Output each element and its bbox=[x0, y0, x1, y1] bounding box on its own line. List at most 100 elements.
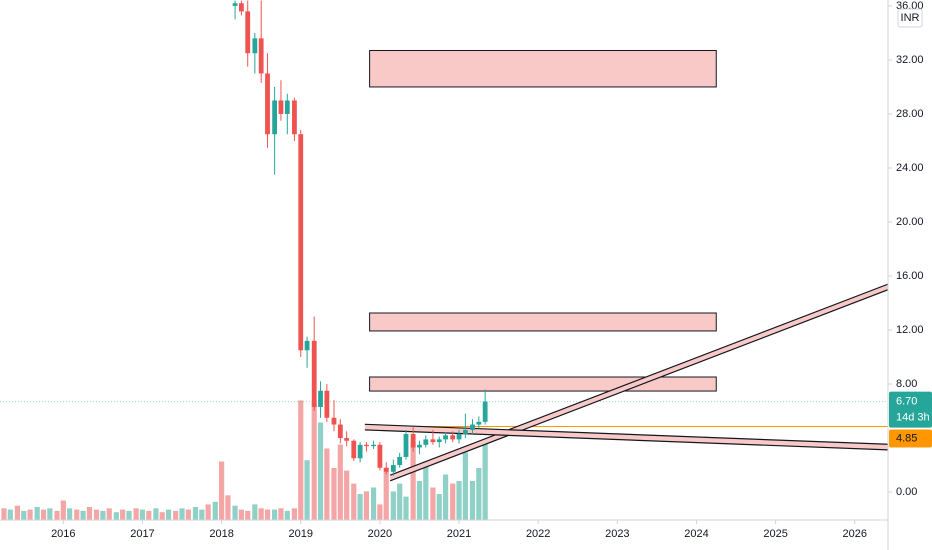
candle-body bbox=[410, 433, 416, 448]
x-tick-label: 2017 bbox=[130, 528, 154, 540]
volume-bar bbox=[291, 508, 298, 520]
candle-body bbox=[351, 440, 357, 459]
volume-bar bbox=[100, 510, 106, 520]
candle-body bbox=[417, 444, 422, 448]
level-box bbox=[889, 429, 932, 448]
volume-bar bbox=[331, 468, 337, 520]
candle-body bbox=[470, 424, 475, 430]
x-tick-label: 2020 bbox=[368, 528, 392, 540]
volume-bar bbox=[179, 508, 185, 520]
candle-body bbox=[344, 438, 350, 441]
candle-body bbox=[390, 465, 396, 472]
annotation-layer bbox=[0, 50, 888, 482]
volume-bar bbox=[410, 442, 416, 520]
candle-body bbox=[456, 433, 462, 440]
volume-layer bbox=[1, 400, 488, 520]
volume-bar bbox=[34, 507, 40, 520]
candle-body bbox=[265, 73, 270, 135]
x-tick-label: 2026 bbox=[843, 528, 867, 540]
candle-body bbox=[318, 390, 323, 407]
candle-layer bbox=[232, 0, 488, 476]
volume-bar bbox=[284, 510, 290, 520]
volume-bar bbox=[476, 468, 482, 520]
volume-bar bbox=[397, 483, 403, 520]
candle-body bbox=[423, 439, 429, 445]
x-tick-label: 2021 bbox=[447, 528, 471, 540]
volume-bar bbox=[357, 494, 363, 520]
volume-bar bbox=[344, 470, 350, 520]
volume-bar bbox=[199, 509, 205, 520]
volume-bar bbox=[272, 509, 278, 520]
volume-bar bbox=[27, 509, 33, 520]
volume-bar bbox=[363, 491, 370, 520]
candle-body bbox=[462, 429, 468, 434]
volume-bar bbox=[264, 509, 271, 520]
candle-body bbox=[397, 456, 403, 466]
volume-bar bbox=[245, 510, 251, 520]
volume-bar bbox=[304, 460, 310, 520]
volume-bar bbox=[67, 508, 73, 520]
candle-body bbox=[311, 340, 317, 407]
volume-bar bbox=[403, 496, 409, 520]
volume-bar bbox=[450, 483, 456, 520]
volume-bar bbox=[225, 495, 231, 520]
candle-body bbox=[482, 401, 488, 422]
zone bbox=[369, 50, 717, 88]
volume-bar bbox=[252, 504, 258, 520]
volume-bar bbox=[86, 507, 93, 520]
zone bbox=[369, 312, 717, 332]
candle-body bbox=[430, 439, 436, 443]
volume-bar bbox=[165, 509, 172, 520]
x-tick-label: 2019 bbox=[289, 528, 313, 540]
volume-bar bbox=[47, 508, 53, 520]
candle-body bbox=[292, 100, 297, 135]
trend-channel bbox=[364, 424, 888, 450]
volume-bar bbox=[1, 508, 7, 520]
candle-body bbox=[278, 100, 284, 114]
y-tick-label: 36.00 bbox=[896, 0, 924, 12]
candle-body bbox=[238, 3, 244, 12]
volume-bar bbox=[153, 508, 159, 520]
volume-bar bbox=[370, 487, 377, 520]
volume-bar bbox=[469, 481, 476, 520]
volume-bar bbox=[351, 483, 357, 520]
volume-bar bbox=[317, 422, 324, 520]
x-tick-label: 2018 bbox=[209, 528, 233, 540]
candle-body bbox=[331, 417, 337, 425]
volume-bar bbox=[21, 510, 27, 520]
x-tick-label: 2023 bbox=[605, 528, 629, 540]
volume-bar bbox=[40, 509, 47, 520]
countdown-label: 14d 3h bbox=[896, 411, 930, 423]
volume-bar bbox=[93, 509, 100, 520]
volume-bar bbox=[106, 508, 112, 520]
candle-body bbox=[450, 435, 456, 440]
level-label: 4.85 bbox=[896, 432, 917, 444]
currency-box bbox=[897, 8, 923, 28]
volume-bar bbox=[390, 491, 396, 520]
candle-body bbox=[245, 11, 251, 54]
volume-bar bbox=[383, 468, 389, 520]
volume-bar bbox=[258, 508, 264, 520]
candle-body bbox=[403, 433, 409, 457]
volume-bar bbox=[377, 504, 383, 520]
volume-bar bbox=[54, 510, 60, 520]
x-tick-label: 2022 bbox=[526, 528, 550, 540]
zone bbox=[369, 376, 717, 392]
volume-bar bbox=[442, 474, 449, 520]
candle-body bbox=[383, 467, 389, 472]
candle-body bbox=[298, 134, 304, 351]
y-tick-label: 28.00 bbox=[896, 108, 924, 120]
y-tick-label: 12.00 bbox=[896, 324, 924, 336]
volume-bar bbox=[298, 400, 304, 520]
candle-body bbox=[304, 340, 310, 351]
volume-bar bbox=[337, 444, 343, 520]
x-tick-label: 2025 bbox=[763, 528, 787, 540]
x-tick-label: 2024 bbox=[684, 528, 708, 540]
last-price-box bbox=[889, 391, 932, 428]
candle-body bbox=[357, 444, 363, 459]
volume-bar bbox=[192, 507, 199, 520]
volume-bar bbox=[126, 510, 132, 520]
trendline bbox=[389, 283, 888, 476]
y-tick-label: 20.00 bbox=[896, 216, 924, 228]
